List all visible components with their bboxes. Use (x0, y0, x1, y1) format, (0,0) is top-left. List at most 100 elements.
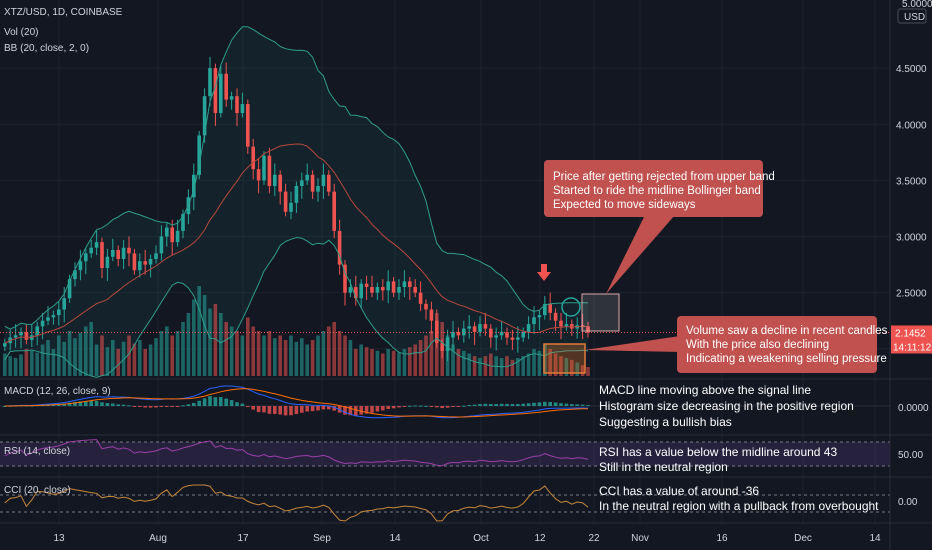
volume-bar (154, 338, 158, 376)
macd-histogram-bar (278, 406, 282, 415)
volume-bar (316, 335, 320, 376)
macd-histogram-bar (559, 403, 563, 406)
macd-histogram-bar (548, 401, 552, 406)
candle-body (391, 281, 396, 293)
volume-bar (424, 335, 428, 376)
candle-body (94, 242, 99, 248)
volume-bar (35, 352, 39, 376)
volume-bar (408, 347, 412, 376)
symbol-legend: XTZ/USD, 1D, COINBASE (4, 7, 123, 18)
volume-bar (116, 349, 120, 376)
macd-histogram-bar (580, 404, 585, 406)
candle-body (24, 331, 29, 340)
volume-bar (224, 322, 228, 376)
volume-bar (462, 350, 466, 376)
volume-bar (262, 335, 266, 376)
time-tick: 16 (716, 533, 728, 544)
macd-histogram-bar (175, 406, 180, 407)
volume-bar (213, 304, 218, 376)
candle-body (208, 68, 212, 97)
candle-body (370, 287, 374, 293)
macd-histogram-bar (424, 405, 428, 407)
down-arrow-marker (537, 264, 551, 281)
candle-body (111, 249, 115, 257)
volume-bars (3, 286, 590, 376)
volume-bar (521, 356, 525, 376)
volume-bar (381, 353, 385, 376)
candle-body (262, 155, 266, 181)
volume-bar (89, 322, 93, 376)
volume-bar (283, 340, 288, 376)
last-price-value: 2.1452 (895, 328, 926, 339)
volume-bar (138, 340, 142, 376)
candle-body (548, 303, 552, 313)
candle-body (445, 337, 450, 352)
macd-histogram-bar (89, 400, 93, 406)
candle-body (138, 261, 142, 271)
volume-bar (165, 326, 169, 376)
rsi-axis-tick: 50.00 (898, 450, 923, 461)
cci-legend: CCI (20, close) (4, 485, 71, 496)
candle-body (354, 287, 358, 299)
macd-histogram-bar (148, 406, 153, 408)
bollinger-upper-line (4, 26, 589, 330)
macd-histogram-bar (510, 404, 515, 406)
macd-histogram-bar (154, 406, 158, 408)
macd-note-line: Histogram size decreasing in the positiv… (599, 399, 854, 413)
volume-bar (456, 349, 461, 376)
volume-bar (19, 354, 23, 376)
volume-bar (559, 356, 563, 376)
last-price-tag (891, 325, 932, 340)
candle-body (159, 236, 164, 254)
volume-bar (111, 340, 115, 376)
currency-badge[interactable] (897, 8, 927, 24)
volume-bar (343, 335, 347, 376)
rsi-band (0, 442, 890, 466)
macd-histogram-bar (273, 406, 277, 414)
volume-bar (278, 335, 282, 376)
candle-body (105, 256, 110, 268)
rsi-note-line: Still in the neutral region (599, 460, 728, 474)
volume-bar (246, 317, 250, 376)
candle-body (343, 264, 347, 293)
volume-legend: Vol (20) (4, 27, 38, 38)
candle-body (13, 335, 18, 338)
volume-bar (310, 340, 315, 376)
candle-body (224, 73, 228, 100)
volume-bar (532, 349, 536, 376)
macd-histogram-bar (294, 406, 299, 415)
volume-bar (402, 349, 407, 376)
macd-histogram-bar (111, 403, 115, 406)
time-tick: 22 (588, 533, 600, 544)
time-tick: 14 (869, 533, 881, 544)
macd-histogram-bar (494, 403, 498, 406)
time-tick: Aug (149, 533, 167, 544)
macd-histogram-bar (505, 403, 509, 406)
macd-histogram-bar (121, 404, 126, 406)
macd-histogram-bar (472, 404, 477, 406)
candle-body (429, 309, 434, 321)
volume-bar (300, 338, 304, 376)
macd-histogram-bar (521, 403, 525, 406)
macd-histogram-bar (267, 406, 272, 414)
macd-histogram-bar (456, 406, 461, 407)
volume-bar (62, 341, 66, 376)
volume-bar (100, 335, 104, 376)
bollinger-legend: BB (20, close, 2, 0) (4, 43, 89, 54)
candle-body (154, 253, 158, 259)
candle-body (532, 317, 536, 325)
volume-bar (78, 332, 83, 376)
volume-note-line: Volume saw a decline in recent candles (686, 325, 888, 337)
volume-bar (526, 353, 531, 376)
candle-body (483, 324, 488, 329)
macd-histogram-bar (310, 406, 315, 412)
candle-body (472, 326, 477, 332)
price-tick: 3.5000 (896, 176, 927, 187)
countdown-tag (891, 339, 932, 354)
candle-body (127, 247, 131, 254)
volume-bar (143, 349, 147, 376)
volume-bar (240, 335, 245, 376)
candle-body (197, 135, 201, 175)
macd-histogram-bar (440, 406, 444, 409)
